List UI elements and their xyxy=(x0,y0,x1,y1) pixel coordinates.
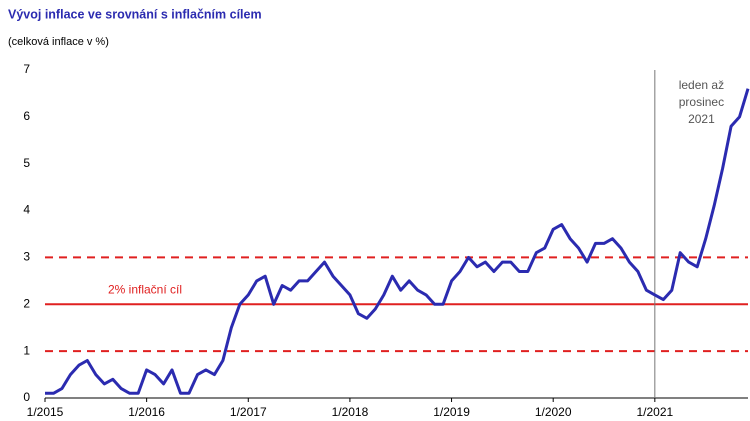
x-tick-label: 1/2020 xyxy=(535,405,572,419)
y-tick-label: 6 xyxy=(23,109,30,123)
period-label: prosinec xyxy=(679,95,724,109)
x-tick-label: 1/2019 xyxy=(433,405,470,419)
period-label: 2021 xyxy=(688,112,715,126)
target-label: 2% inflační cíl xyxy=(108,282,182,296)
y-tick-label: 0 xyxy=(23,390,30,404)
x-tick-label: 1/2018 xyxy=(332,405,369,419)
data-line xyxy=(45,88,750,395)
chart-subtitle: (celková inflace v %) xyxy=(8,36,109,48)
chart-title: Vývoj inflace ve srovnání s inflačním cí… xyxy=(8,7,262,21)
y-tick-label: 3 xyxy=(23,250,30,264)
y-tick-label: 4 xyxy=(23,203,30,217)
period-label: leden až xyxy=(679,78,724,92)
x-tick-label: 1/2016 xyxy=(128,405,165,419)
x-tick-label: 1/2021 xyxy=(636,405,673,419)
y-tick-label: 2 xyxy=(23,296,30,310)
y-tick-label: 1 xyxy=(23,343,30,357)
y-tick-label: 7 xyxy=(23,62,30,76)
x-tick-label: 1/2015 xyxy=(27,405,64,419)
y-tick-label: 5 xyxy=(23,156,30,170)
x-tick-label: 1/2017 xyxy=(230,405,267,419)
